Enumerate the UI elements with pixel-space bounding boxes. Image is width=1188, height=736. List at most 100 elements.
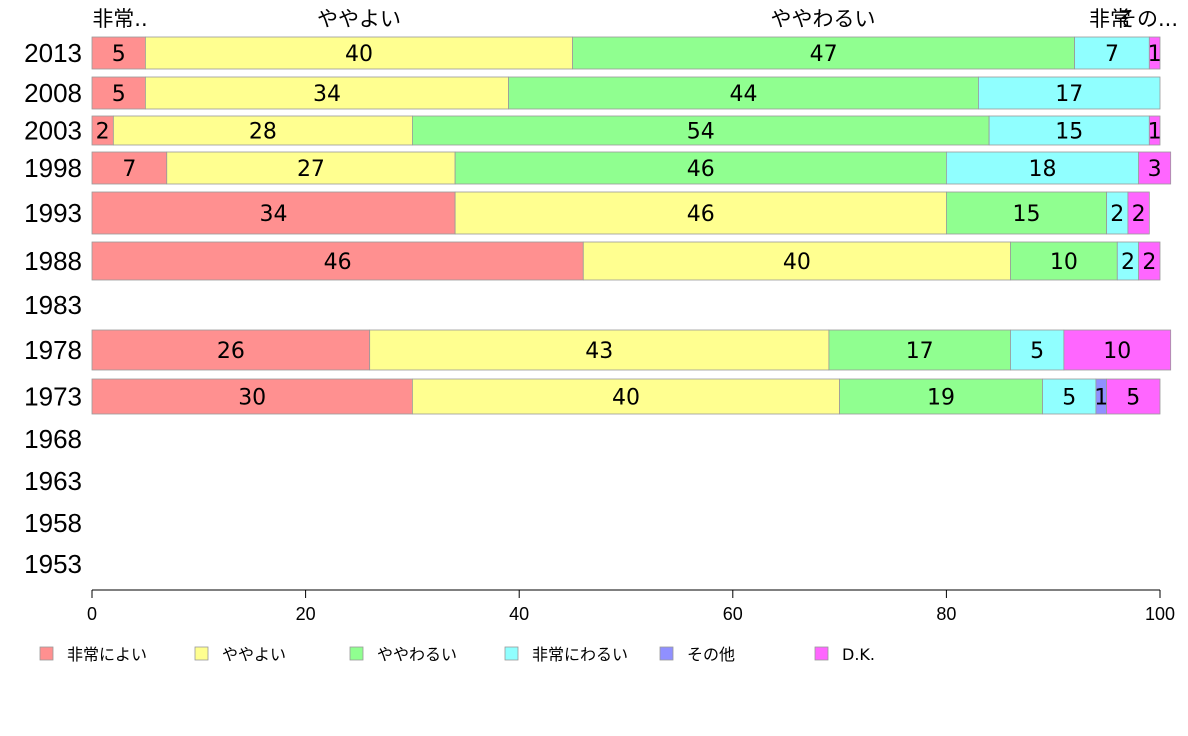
- bar-segment: [1148, 115, 1161, 146]
- legend-swatch: [504, 646, 519, 661]
- legend-swatch: [814, 646, 829, 661]
- x-tick-label: 0: [87, 604, 97, 624]
- bar-value-label: 17: [1055, 82, 1083, 107]
- bar-segment: [454, 151, 947, 185]
- bar-value-label: 43: [585, 339, 613, 364]
- bar-segment: [1138, 241, 1161, 281]
- legend-label: 非常によい: [67, 645, 147, 664]
- bar-value-label: 2: [1142, 250, 1156, 275]
- bar-value-label: 46: [687, 202, 715, 227]
- bar-value-label: 2: [1121, 250, 1135, 275]
- bar-value-label: 2: [1132, 202, 1146, 227]
- bar-value-label: 5: [1062, 386, 1076, 411]
- bar-value-label: 44: [729, 82, 757, 107]
- bar-segment: [1010, 329, 1065, 371]
- bar-segment: [454, 191, 947, 235]
- bar-segment: [508, 76, 979, 110]
- bar-segment: [91, 329, 371, 371]
- year-label-1988: 1988: [24, 246, 82, 276]
- year-label-1968: 1968: [24, 424, 82, 454]
- bar-value-label: 18: [1029, 157, 1057, 182]
- bar-value-label: 7: [1105, 42, 1119, 67]
- year-label-1963: 1963: [24, 466, 82, 496]
- bar-value-label: 1: [1148, 120, 1162, 145]
- bar-value-label: 1: [1148, 42, 1162, 67]
- x-tick-label: 40: [509, 604, 529, 624]
- column-header: ややわるい: [771, 7, 876, 31]
- bar-value-label: 27: [297, 157, 325, 182]
- bar-segment: [572, 36, 1075, 70]
- bar-segment: [1138, 151, 1172, 185]
- bar-value-label: 2: [1110, 202, 1124, 227]
- legend-label: D.K.: [842, 645, 875, 664]
- bar-value-label: 40: [612, 386, 640, 411]
- bar-value-label: 26: [217, 339, 245, 364]
- bar-value-label: 17: [906, 339, 934, 364]
- bar-segment: [946, 151, 1140, 185]
- bar-value-label: 46: [324, 250, 352, 275]
- year-label-1958: 1958: [24, 508, 82, 538]
- bar-value-label: 54: [687, 120, 715, 145]
- legend-label: ややよい: [222, 645, 286, 664]
- bar-segment: [1010, 241, 1118, 281]
- bar-value-label: 40: [345, 42, 373, 67]
- bar-value-label: 19: [927, 386, 955, 411]
- year-label-2013: 2013: [24, 38, 82, 68]
- bar-segment: [411, 115, 990, 146]
- bar-value-label: 10: [1103, 339, 1131, 364]
- x-axis: 0 20 40 60 80 100: [87, 589, 1175, 624]
- bar-value-label: 46: [687, 157, 715, 182]
- bar-segment: [91, 151, 168, 185]
- year-label-1973: 1973: [24, 382, 82, 412]
- bar-value-label: 5: [112, 82, 126, 107]
- column-header-group: 非常.. ややよい ややわるい 非常その...: [92, 7, 1178, 31]
- bar-value-label: 5: [112, 42, 126, 67]
- bar-segment: [946, 191, 1108, 235]
- bar-segment: [1063, 329, 1172, 371]
- year-label-2008: 2008: [24, 78, 82, 108]
- bar-value-label: 3: [1148, 157, 1162, 182]
- bar-value-label: 10: [1050, 250, 1078, 275]
- legend-swatch: [194, 646, 209, 661]
- bar-value-label: 28: [249, 120, 277, 145]
- bar-value-label: 5: [1030, 339, 1044, 364]
- bar-segment: [988, 115, 1150, 146]
- bar-value-label: 15: [1013, 202, 1041, 227]
- year-label-group: 2013 2008 2003 1998 1993 1988 1983 1978 1973 1968…: [24, 38, 82, 579]
- bar-segment: [91, 76, 146, 110]
- bar-segment: [1127, 191, 1150, 235]
- year-label-1993: 1993: [24, 198, 82, 228]
- bar-value-label: 47: [810, 42, 838, 67]
- legend-label: その他: [687, 645, 735, 664]
- bar-group: 5 40 47 7 15 34 44 172 28 54 15 17 27 46 18 334 46 15 2 246…: [91, 36, 1172, 415]
- column-header: その...: [1116, 7, 1178, 31]
- x-tick-label: 60: [723, 604, 743, 624]
- year-label-1983: 1983: [24, 290, 82, 320]
- legend-label: 非常にわるい: [532, 645, 628, 664]
- bar-segment: [1106, 378, 1161, 415]
- legend-swatch: [39, 646, 54, 661]
- legend-swatch: [349, 646, 364, 661]
- bar-value-label: 34: [313, 82, 341, 107]
- bar-value-label: 5: [1126, 386, 1140, 411]
- bar-segment: [828, 329, 1011, 371]
- bar-value-label: 34: [260, 202, 288, 227]
- bar-segment: [839, 378, 1043, 415]
- bar-segment: [91, 36, 146, 70]
- year-label-1953: 1953: [24, 549, 82, 579]
- x-tick-label: 80: [936, 604, 956, 624]
- legend-swatch: [659, 646, 674, 661]
- bar-segment: [1148, 36, 1161, 70]
- bar-segment: [369, 329, 830, 371]
- bar-segment: [978, 76, 1161, 110]
- legend: 非常によい ややよい ややわるい 非常にわるい その他 D.K.: [39, 645, 875, 664]
- bar-value-label: 40: [783, 250, 811, 275]
- column-header: ややよい: [317, 7, 401, 31]
- legend-label: ややわるい: [377, 645, 457, 664]
- bar-segment: [144, 76, 509, 110]
- column-header: 非常..: [92, 7, 147, 31]
- bar-value-label: 2: [96, 120, 110, 145]
- bar-segment: [1042, 378, 1097, 415]
- year-label-2003: 2003: [24, 116, 82, 146]
- year-label-1978: 1978: [24, 335, 82, 365]
